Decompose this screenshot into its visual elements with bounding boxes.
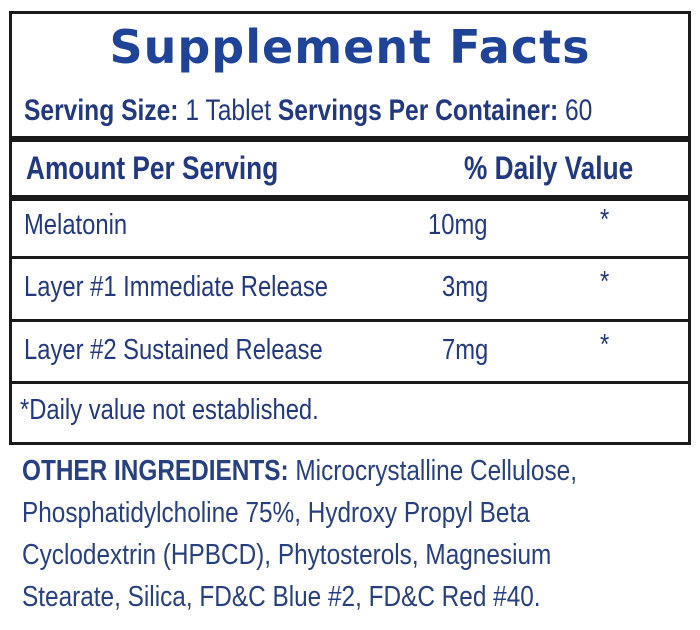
footnote: *Daily value not established. [20, 394, 319, 426]
divider [12, 195, 688, 201]
divider [12, 319, 688, 322]
servings-per-container-value: 60 [564, 94, 593, 127]
ingredients-line: Cyclodextrin (HPBCD), Phytosterols, Magn… [22, 539, 552, 571]
nutrient-name: Melatonin [24, 209, 128, 241]
ingredients-line: Stearate, Silica, FD&C Blue #2, FD&C Red… [22, 581, 541, 613]
ingredients-line: OTHER INGREDIENTS: Microcrystalline Cell… [22, 455, 577, 488]
divider [12, 256, 688, 259]
divider [12, 136, 688, 142]
servings-per-container-label: Servings Per Container: [277, 94, 559, 127]
nutrient-amount: 10mg [428, 209, 488, 241]
nutrient-amount: 3mg [442, 271, 489, 303]
serving-size-label: Serving Size: [24, 94, 179, 127]
other-ingredients-label: OTHER INGREDIENTS: [22, 455, 289, 487]
nutrient-name: Layer #1 Immediate Release [24, 271, 329, 303]
ingredients-line: Phosphatidylcholine 75%, Hydroxy Propyl … [22, 497, 530, 529]
nutrient-dv: * [600, 329, 610, 361]
nutrient-amount: 7mg [442, 334, 489, 366]
panel-title: Supplement Facts [109, 20, 591, 74]
nutrient-name: Layer #2 Sustained Release [24, 334, 323, 366]
header-daily-value: % Daily Value [464, 150, 634, 186]
serving-size-value: 1 Tablet [185, 94, 272, 127]
divider [12, 381, 688, 384]
serving-info: Serving Size: 1 Tablet Servings Per Cont… [24, 94, 592, 128]
nutrient-dv: * [600, 266, 610, 298]
header-amount: Amount Per Serving [26, 150, 279, 186]
ingredients-text: Microcrystalline Cellulose, [295, 455, 577, 487]
nutrient-dv: * [600, 204, 610, 236]
supplement-facts-panel: Supplement Facts Serving Size: 1 Tablet … [9, 11, 691, 445]
